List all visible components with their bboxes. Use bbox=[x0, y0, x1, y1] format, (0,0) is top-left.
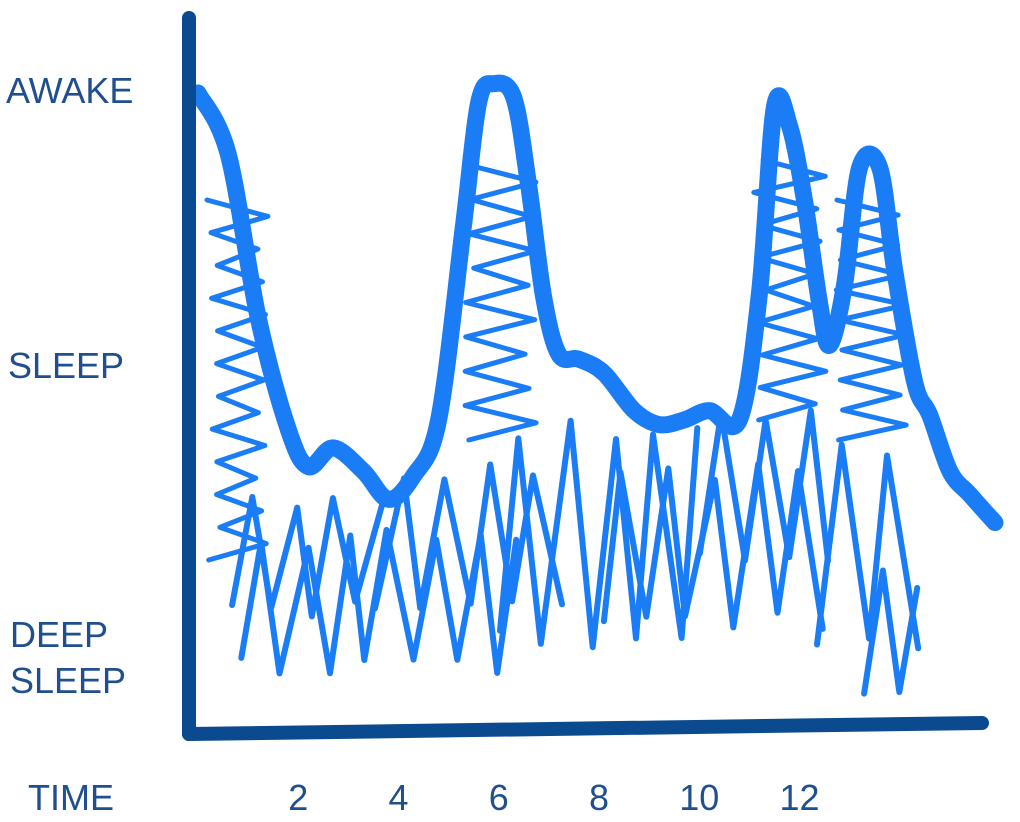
x-tick-label: 2 bbox=[288, 777, 308, 818]
x-tick-label: 4 bbox=[388, 777, 408, 818]
deep-sleep-scribble bbox=[204, 157, 922, 697]
x-tick-label: 10 bbox=[679, 777, 719, 818]
scribble-stroke bbox=[462, 162, 539, 443]
y-level-sleep: SLEEP bbox=[8, 345, 125, 386]
x-tick-labels: 2 4 6 8 10 12 bbox=[288, 777, 819, 818]
scribble-stroke bbox=[204, 197, 271, 563]
x-axis-title: TIME bbox=[28, 777, 114, 818]
y-level-deep-sleep: DEEP SLEEP bbox=[10, 614, 127, 701]
x-axis bbox=[182, 716, 989, 741]
x-tick-label: 6 bbox=[489, 777, 509, 818]
x-tick-label: 12 bbox=[779, 777, 819, 818]
sleep-cycle-line bbox=[189, 74, 1004, 532]
scribble-stroke bbox=[814, 441, 922, 652]
scribble-stroke bbox=[497, 417, 701, 651]
y-level-awake: AWAKE bbox=[6, 70, 134, 111]
x-tick-label: 8 bbox=[589, 777, 609, 818]
scribble-stroke bbox=[861, 567, 921, 697]
scribble-stroke bbox=[600, 461, 826, 632]
